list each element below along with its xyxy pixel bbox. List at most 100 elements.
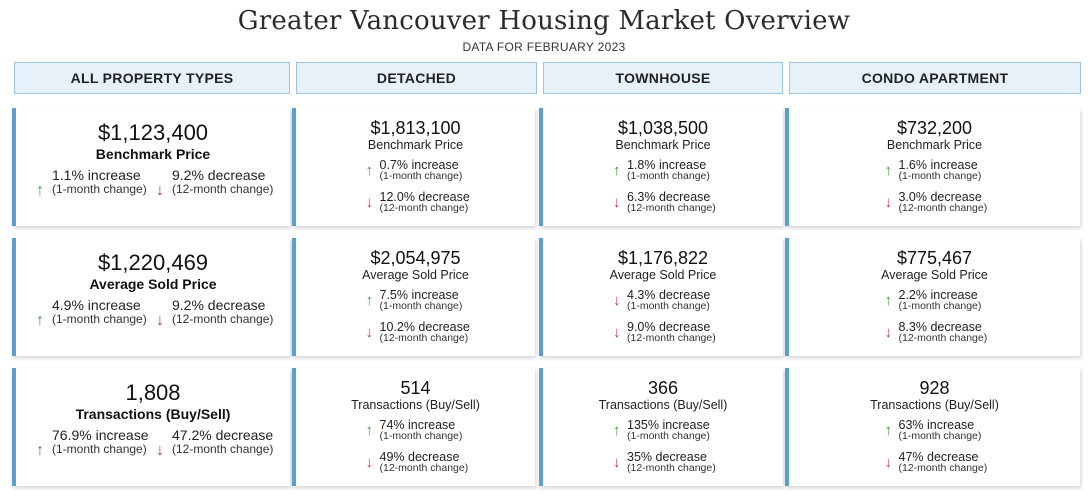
metric-label: Average Sold Price — [881, 268, 988, 282]
change-percent: 0.7% increase — [379, 158, 459, 172]
change-period: (12-month change) — [379, 462, 469, 474]
change-text: 76.9% increase (1-month change) — [52, 428, 162, 456]
metric-value: $2,054,975 — [370, 248, 461, 268]
one-month-change: ↑ 0.7% increase (1-month change) — [366, 158, 506, 188]
page-title: Greater Vancouver Housing Market Overvie… — [237, 6, 851, 36]
arrow-up-icon: ↑ — [36, 312, 44, 329]
change-period: (12-month change) — [627, 462, 716, 474]
page-subtitle: DATA FOR FEBRUARY 2023 — [462, 40, 626, 54]
one-month-change: ↑ 74% increase (1-month change) — [366, 418, 506, 448]
change-period: (1-month change) — [52, 442, 147, 456]
change-period: (12-month change) — [172, 182, 274, 196]
column-header-townhouse: TOWNHOUSE — [543, 62, 783, 94]
one-month-change: ↑ 1.8% increase (1-month change) — [613, 158, 753, 188]
metric-value: 1,808 — [125, 380, 181, 405]
change-percent: 135% increase — [627, 418, 710, 432]
metric-card: $1,220,469 Average Sold Price ↑ 4.9% increa… — [12, 238, 290, 356]
arrow-down-icon: ↓ — [613, 324, 621, 341]
change-period: (1-month change) — [627, 430, 710, 442]
change-percent: 10.2% decrease — [379, 320, 470, 334]
arrow-down-icon: ↓ — [613, 194, 621, 211]
twelve-month-change: ↓ 12.0% decrease (12-month change) — [366, 190, 506, 220]
change-period: (12-month change) — [379, 332, 469, 344]
change-percent: 35% decrease — [627, 450, 707, 464]
metric-value: 514 — [400, 378, 431, 398]
metric-label: Benchmark Price — [367, 138, 464, 152]
arrow-up-icon: ↑ — [613, 162, 621, 179]
change-percent: 47% decrease — [898, 450, 979, 464]
metric-card: 514 Transactions (Buy/Sell) ↑ 74% increase(… — [292, 368, 535, 486]
arrow-up-icon: ↑ — [365, 162, 374, 179]
metric-label: Transactions (Buy/Sell) — [75, 406, 231, 422]
change-text: 47.2% decrease (12-month change) — [172, 428, 282, 456]
change-percent: 76.9% increase — [52, 427, 149, 443]
metric-card: $1,038,500 Benchmark Price ↑ 1.8% increase(… — [539, 108, 783, 226]
change-percent: 1.6% increase — [898, 158, 978, 172]
twelve-month-change: ↓ 8.3% decrease (12-month change) — [885, 320, 1025, 350]
arrow-down-icon: ↓ — [884, 454, 893, 471]
change-period: (1-month change) — [627, 170, 710, 182]
metric-card: $1,813,100 Benchmark Price ↑ 0.7% increase(… — [292, 108, 535, 226]
arrow-down-icon: ↓ — [365, 194, 374, 211]
metric-label: Transactions (Buy/Sell) — [351, 398, 480, 412]
metric-label: Benchmark Price — [95, 146, 211, 162]
column-header-detached: DETACHED — [296, 62, 537, 94]
metric-label: Transactions (Buy/Sell) — [870, 398, 999, 412]
one-month-change: ↑ 1.6% increase (1-month change) — [885, 158, 1025, 188]
one-month-change: ↑ 63% increase (1-month change) — [885, 418, 1025, 448]
change-period: (1-month change) — [898, 170, 982, 182]
metric-label: Average Sold Price — [362, 268, 469, 282]
metric-card: $775,467 Average Sold Price ↑ 2.2% increase… — [785, 238, 1080, 356]
change-period: (1-month change) — [52, 312, 147, 326]
twelve-month-change: ↓ 3.0% decrease (12-month change) — [885, 190, 1025, 220]
change-period: (12-month change) — [379, 202, 469, 214]
arrow-down-icon: ↓ — [156, 312, 164, 329]
change-period: (1-month change) — [52, 182, 147, 196]
twelve-month-change: ↓ 9.0% decrease (12-month change) — [613, 320, 753, 350]
one-month-change: ↑ 7.5% increase (1-month change) — [366, 288, 506, 318]
change-percent: 2.2% increase — [898, 288, 978, 302]
arrow-up-icon: ↑ — [365, 422, 374, 439]
metric-value: $1,220,469 — [97, 250, 209, 275]
change-percent: 1.1% increase — [52, 167, 141, 183]
change-percent: 9.2% decrease — [172, 297, 266, 313]
change-percent: 47.2% decrease — [172, 427, 274, 443]
change-period: (1-month change) — [379, 430, 463, 442]
arrow-down-icon: ↓ — [884, 324, 893, 341]
change-percent: 3.0% decrease — [898, 190, 982, 204]
change-percent: 1.8% increase — [627, 158, 707, 172]
arrow-down-icon: ↓ — [613, 454, 621, 471]
change-period: (12-month change) — [172, 312, 274, 326]
change-period: (1-month change) — [898, 300, 982, 312]
change-percent: 6.3% decrease — [627, 190, 711, 204]
arrow-down-icon: ↓ — [156, 442, 164, 459]
change-percent: 9.0% decrease — [627, 320, 711, 334]
metric-label: Benchmark Price — [615, 138, 711, 152]
change-period: (1-month change) — [379, 170, 463, 182]
change-percent: 49% decrease — [379, 450, 460, 464]
twelve-month-change: ↓ 10.2% decrease (12-month change) — [366, 320, 506, 350]
change-period: (1-month change) — [379, 300, 463, 312]
change-percent: 74% increase — [379, 418, 456, 432]
one-month-change: ↑ 135% increase (1-month change) — [613, 418, 753, 448]
change-period: (12-month change) — [172, 442, 274, 456]
change-percent: 12.0% decrease — [379, 190, 470, 204]
change-text: 1.1% increase (1-month change) — [52, 168, 162, 196]
metric-card: $1,123,400 Benchmark Price ↑ 1.1% increase(… — [12, 108, 290, 226]
metric-label: Transactions (Buy/Sell) — [598, 398, 728, 412]
metric-card: 928 Transactions (Buy/Sell) ↑ 63% increase(… — [785, 368, 1080, 486]
arrow-up-icon: ↑ — [365, 292, 374, 309]
change-percent: 9.2% decrease — [172, 167, 266, 183]
change-percent: 8.3% decrease — [898, 320, 982, 334]
arrow-down-icon: ↓ — [156, 182, 164, 199]
arrow-up-icon: ↑ — [36, 442, 44, 459]
metric-card: $732,200 Benchmark Price ↑ 1.6% increase (1-… — [785, 108, 1080, 226]
metric-card: 366 Transactions (Buy/Sell) ↑ 135% increase… — [539, 368, 783, 486]
metric-label: Average Sold Price — [609, 268, 717, 282]
twelve-month-change: ↓ 47% decrease (12-month change) — [885, 450, 1025, 480]
metric-value: $1,176,822 — [617, 248, 709, 268]
arrow-up-icon: ↑ — [36, 182, 44, 199]
arrow-up-icon: ↑ — [613, 422, 621, 439]
twelve-month-change: ↓ 6.3% decrease (12-month change) — [613, 190, 753, 220]
change-text: 9.2% decrease (12-month change) — [172, 298, 282, 326]
